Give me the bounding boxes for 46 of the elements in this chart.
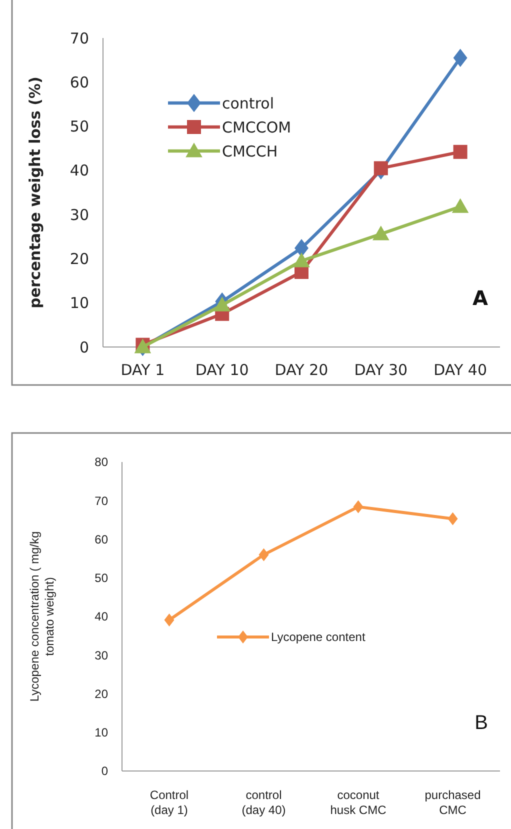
y-tick-label: 20 <box>70 250 89 268</box>
x-tick-label: purchased CMC <box>424 788 481 817</box>
point <box>453 48 468 67</box>
y-tick-label: 0 <box>101 764 108 778</box>
y-tick-label: 20 <box>94 686 108 701</box>
y-axis-title: percentage weight loss (%) <box>26 76 44 308</box>
x-tick-label: Control (day 1) <box>150 788 189 817</box>
point <box>372 226 390 240</box>
x-tick-label: DAY 10 <box>195 361 249 379</box>
y-tick-label: 40 <box>94 610 108 624</box>
point <box>293 252 310 268</box>
y-tick-label: 80 <box>94 455 108 470</box>
x-tick-label: DAY 20 <box>274 361 328 379</box>
y-tick-label: 30 <box>70 206 89 224</box>
y-tick-label: 0 <box>79 338 89 356</box>
legend-label: CMCCH <box>222 142 278 160</box>
annotation: A <box>472 286 489 310</box>
y-tick-label: 30 <box>94 648 108 662</box>
annotation: B <box>474 712 488 734</box>
point <box>452 198 469 213</box>
point <box>448 512 458 526</box>
x-tick-label: DAY 40 <box>434 361 488 379</box>
point <box>258 548 269 562</box>
y-tick-label: 70 <box>70 29 89 48</box>
y-tick-label: 40 <box>70 162 89 180</box>
y-tick-label: 10 <box>70 294 89 312</box>
x-tick-label: coconut husk CMC <box>330 788 387 817</box>
point <box>453 144 468 159</box>
point <box>214 296 230 312</box>
point <box>353 500 364 514</box>
x-tick-label: DAY 30 <box>354 361 408 379</box>
y-tick-label: 50 <box>94 571 108 586</box>
point <box>374 161 388 176</box>
x-tick-label: DAY 1 <box>120 361 165 379</box>
point <box>164 613 174 626</box>
y-tick-label: 10 <box>94 726 108 740</box>
y-tick-label: 60 <box>70 73 89 92</box>
legend-label: CMCCOM <box>222 118 292 136</box>
y-tick-label: 50 <box>70 118 89 136</box>
legend-label: control <box>222 94 274 112</box>
y-tick-label: 60 <box>94 532 108 546</box>
y-axis-title: Lycopene concentration ( mg/kg tomato weight) <box>28 531 56 702</box>
legend-label: Lycopene content <box>271 630 366 644</box>
x-tick-label: control (day 40) <box>242 788 286 817</box>
y-tick-label: 70 <box>94 494 108 508</box>
point <box>294 239 308 258</box>
